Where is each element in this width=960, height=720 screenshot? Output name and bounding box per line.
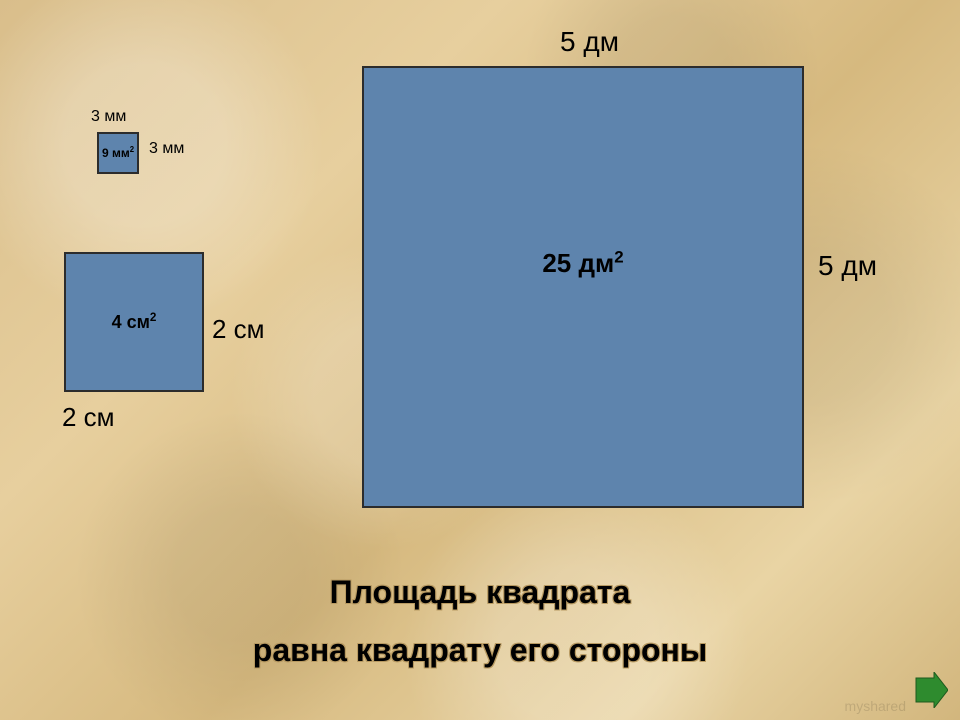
side-label-medium-bottom: 2 см: [62, 402, 115, 433]
area-exp-large: 2: [614, 247, 623, 266]
area-value-large: 25 дм: [542, 248, 614, 278]
side-label-large-top: 5 дм: [560, 26, 619, 58]
arrow-right-icon: [912, 672, 948, 708]
side-label-small-top: 3 мм: [91, 108, 126, 126]
next-button[interactable]: [912, 672, 948, 708]
side-label-large-right: 5 дм: [818, 250, 877, 282]
slide: 9 мм2 3 мм 3 мм 4 см2 2 см 2 см 25 дм2 5…: [0, 0, 960, 720]
caption-text-2: равна квадрату его стороны: [253, 632, 707, 669]
side-label-medium-right: 2 см: [212, 314, 265, 345]
square-medium: 4 см2: [64, 252, 204, 392]
watermark: myshared: [845, 698, 906, 714]
area-value-small: 9 мм: [102, 146, 130, 160]
caption-text-1: Площадь квадрата: [330, 574, 631, 611]
caption-line-2: равна квадрату его стороны: [0, 632, 960, 669]
area-label-large: 25 дм2: [542, 248, 623, 279]
area-label-small: 9 мм2: [102, 146, 134, 160]
square-small: 9 мм2: [97, 132, 139, 174]
side-label-small-right: 3 мм: [149, 140, 184, 158]
square-large: 25 дм2: [362, 66, 804, 508]
area-value-medium: 4 см: [112, 312, 150, 332]
area-exp-medium: 2: [150, 311, 157, 324]
caption-line-1: Площадь квадрата: [0, 574, 960, 611]
area-label-medium: 4 см2: [112, 312, 157, 333]
area-exp-small: 2: [130, 145, 134, 154]
